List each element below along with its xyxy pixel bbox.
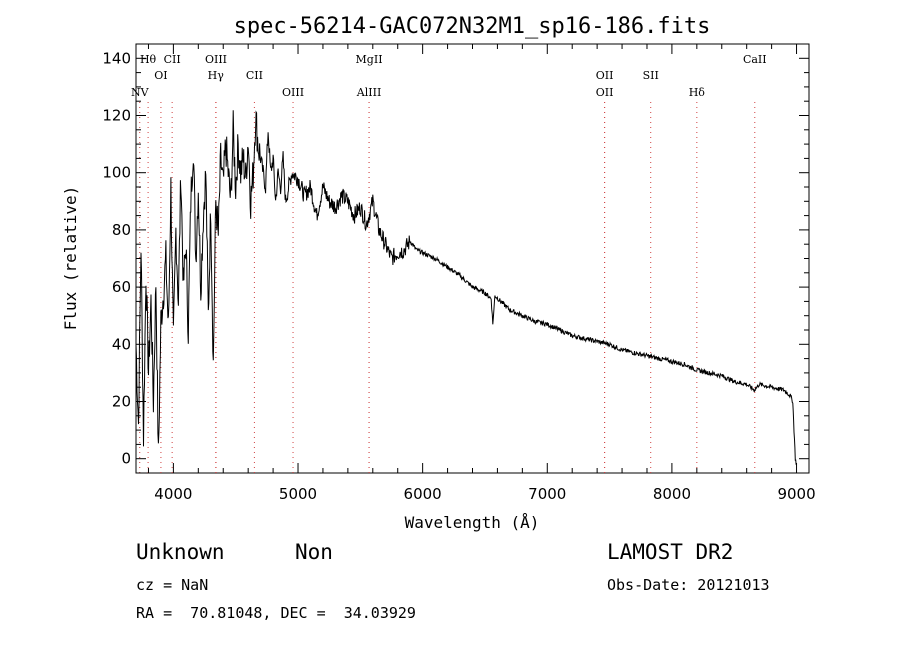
x-tick-label: 7000 [528, 485, 566, 503]
y-tick-label: 100 [102, 164, 131, 182]
y-tick-label: 60 [112, 278, 131, 296]
line-label: OII [596, 86, 614, 99]
x-axis-label: Wavelength (Å) [405, 513, 540, 532]
line-label: CaII [743, 53, 767, 66]
x-tick-label: 6000 [404, 485, 442, 503]
line-label: OIII [205, 53, 227, 66]
line-label: Hθ [140, 53, 157, 66]
y-tick-label: 40 [112, 335, 131, 353]
line-label: CII [246, 69, 263, 82]
x-tick-label: 9000 [777, 485, 815, 503]
object-subclass: Non [295, 540, 333, 564]
line-markers: Hθ NV OI CII OIII Hγ CII OIII MgII AlIII OII OII SII… [131, 53, 767, 473]
y-axis-label: Flux (relative) [61, 186, 80, 331]
coordinates: RA = 70.81048, DEC = 34.03929 [136, 604, 416, 622]
y-tick-label: 0 [121, 450, 131, 468]
x-tick-label: 8000 [653, 485, 691, 503]
y-tick-label: 20 [112, 393, 131, 411]
spectrum-line [135, 110, 797, 465]
line-label: MgII [356, 53, 383, 66]
line-label: CII [164, 53, 181, 66]
survey-name: LAMOST DR2 [607, 540, 734, 564]
x-axis: 4000 5000 6000 7000 8000 9000 [147, 44, 816, 503]
line-label: NV [131, 86, 150, 99]
x-tick-label: 5000 [279, 485, 317, 503]
line-label: Hδ [689, 86, 706, 99]
y-tick-label: 120 [102, 107, 131, 125]
y-tick-label: 80 [112, 221, 131, 239]
chart-title: spec-56214-GAC072N32M1_sp16-186.fits [234, 14, 711, 39]
line-label: OIII [282, 86, 304, 99]
line-label: AlIII [356, 86, 382, 99]
object-class: Unknown [136, 540, 225, 564]
line-label: OI [154, 69, 167, 82]
line-label: Hγ [208, 69, 225, 82]
line-label: OII [596, 69, 614, 82]
y-tick-label: 140 [102, 49, 131, 67]
obs-date: Obs-Date: 20121013 [607, 576, 770, 594]
redshift-cz: cz = NaN [136, 576, 209, 594]
y-axis: 0 20 40 60 80 100 120 140 [102, 43, 809, 474]
line-label: SII [643, 69, 659, 82]
plot-frame [135, 43, 810, 474]
x-tick-label: 4000 [154, 485, 192, 503]
